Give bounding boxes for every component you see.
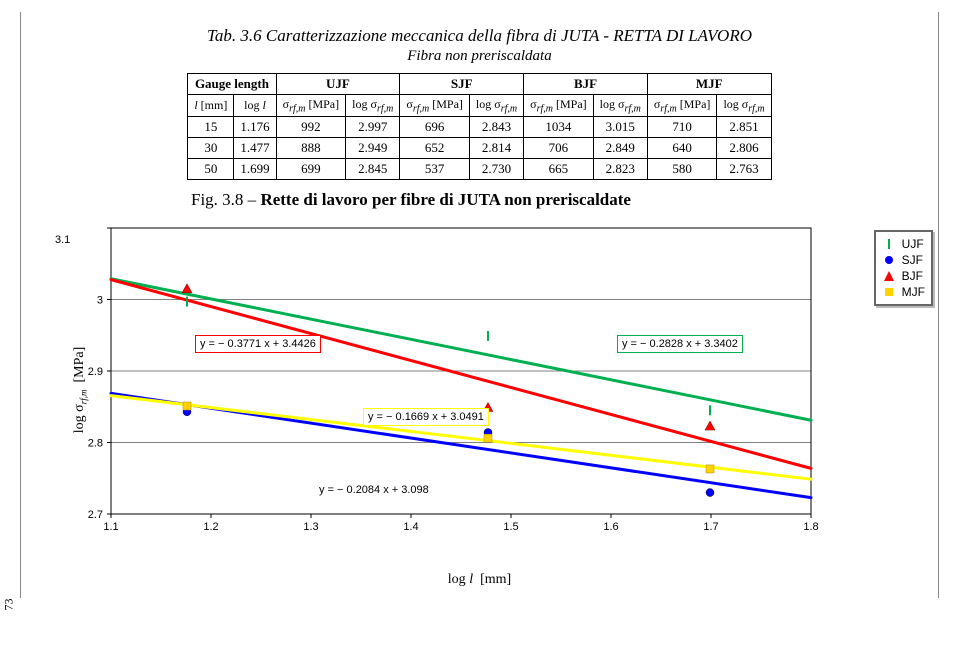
table-subheader-cell: log l bbox=[234, 95, 276, 117]
figure-title: Fig. 3.8 – Rette di lavoro per fibre di … bbox=[191, 190, 908, 210]
table-subheader-cell: σrf,m [MPa] bbox=[524, 95, 594, 117]
legend-label: UJF bbox=[902, 237, 924, 251]
table-cell: 2.843 bbox=[469, 117, 523, 138]
table-cell: 15 bbox=[188, 117, 234, 138]
table-cell: 2.730 bbox=[469, 159, 523, 180]
table-row: 501.6996992.8455372.7306652.8235802.763 bbox=[188, 159, 771, 180]
table-row: 301.4778882.9496522.8147062.8496402.806 bbox=[188, 138, 771, 159]
table-cell: 1034 bbox=[524, 117, 594, 138]
table-cell: 2.851 bbox=[717, 117, 771, 138]
svg-text:1.5: 1.5 bbox=[503, 521, 518, 533]
th-bjf: BJF bbox=[524, 74, 648, 95]
table-cell: 2.845 bbox=[346, 159, 400, 180]
table-cell: 652 bbox=[400, 138, 470, 159]
table-header-top: Gauge length UJF SJF BJF MJF bbox=[188, 74, 771, 95]
svg-text:2.8: 2.8 bbox=[88, 438, 103, 450]
table-cell: 2.949 bbox=[346, 138, 400, 159]
legend-label: BJF bbox=[902, 269, 923, 283]
table-cell: 1.477 bbox=[234, 138, 276, 159]
table-cell: 2.763 bbox=[717, 159, 771, 180]
equation-label: y = − 0.3771 x + 3.4426 bbox=[195, 335, 321, 353]
table-cell: 50 bbox=[188, 159, 234, 180]
table-subheader-cell: l [mm] bbox=[188, 95, 234, 117]
table-subheader-cell: σrf,m [MPa] bbox=[276, 95, 346, 117]
table-subheader-cell: log σrf,m bbox=[717, 95, 771, 117]
legend-item: UJF bbox=[882, 236, 925, 252]
table-cell: 665 bbox=[524, 159, 594, 180]
legend-label: SJF bbox=[902, 253, 923, 267]
figure-title-prefix: Fig. 3.8 – bbox=[191, 190, 260, 209]
table-cell: 710 bbox=[647, 117, 717, 138]
table-cell: 2.806 bbox=[717, 138, 771, 159]
legend-item: BJF bbox=[882, 268, 925, 284]
legend-item: SJF bbox=[882, 252, 925, 268]
table-subheader-cell: log σrf,m bbox=[469, 95, 523, 117]
table-cell: 640 bbox=[647, 138, 717, 159]
figure-title-text: Rette di lavoro per fibre di JUTA non pr… bbox=[260, 190, 631, 209]
svg-text:1.8: 1.8 bbox=[803, 521, 818, 533]
table-cell: 30 bbox=[188, 138, 234, 159]
legend-label: MJF bbox=[902, 285, 925, 299]
table-cell: 2.823 bbox=[593, 159, 647, 180]
table-caption-main: Tab. 3.6 Caratterizzazione meccanica del… bbox=[51, 26, 908, 46]
legend-item: MJF bbox=[882, 284, 925, 300]
table-caption-sub: Fibra non preriscaldata bbox=[51, 48, 908, 65]
table-cell: 2.997 bbox=[346, 117, 400, 138]
svg-text:1.7: 1.7 bbox=[703, 521, 718, 533]
table-cell: 2.814 bbox=[469, 138, 523, 159]
table-header-sub: l [mm]log lσrf,m [MPa]log σrf,mσrf,m [MP… bbox=[188, 95, 771, 117]
x-axis-label: log l [mm] bbox=[51, 572, 908, 588]
svg-text:3: 3 bbox=[97, 295, 103, 307]
table-cell: 2.849 bbox=[593, 138, 647, 159]
table-cell: 706 bbox=[524, 138, 594, 159]
table-cell: 992 bbox=[276, 117, 346, 138]
th-sjf: SJF bbox=[400, 74, 524, 95]
table-cell: 1.176 bbox=[234, 117, 276, 138]
chart-svg: 1.1 1.2 1.3 1.4 1.5 1.6 1.7 1.8 2.7 2.8 2.9 3 bbox=[51, 210, 871, 540]
equation-label: y = − 0.1669 x + 3.0491 bbox=[363, 408, 489, 426]
svg-text:1.3: 1.3 bbox=[303, 521, 318, 533]
table-cell: 888 bbox=[276, 138, 346, 159]
equation-label: y = − 0.2828 x + 3.3402 bbox=[617, 335, 743, 353]
table-cell: 3.015 bbox=[593, 117, 647, 138]
table-cell: 580 bbox=[647, 159, 717, 180]
svg-text:1.2: 1.2 bbox=[203, 521, 218, 533]
table-cell: 699 bbox=[276, 159, 346, 180]
svg-text:1.4: 1.4 bbox=[403, 521, 418, 533]
th-ujf: UJF bbox=[276, 74, 400, 95]
svg-text:2.9: 2.9 bbox=[88, 366, 103, 378]
svg-text:1.6: 1.6 bbox=[603, 521, 618, 533]
table-cell: 696 bbox=[400, 117, 470, 138]
legend: UJF SJF BJF MJF bbox=[874, 230, 933, 306]
th-gauge: Gauge length bbox=[188, 74, 276, 95]
table-subheader-cell: log σrf,m bbox=[593, 95, 647, 117]
data-table: Gauge length UJF SJF BJF MJF l [mm]log l… bbox=[187, 73, 771, 180]
svg-text:2.7: 2.7 bbox=[88, 509, 103, 521]
table-subheader-cell: σrf,m [MPa] bbox=[400, 95, 470, 117]
page-number: 73 bbox=[2, 599, 17, 611]
y-axis-label: log σrf,m [MPa] bbox=[72, 347, 89, 433]
table-row: 151.1769922.9976962.84310343.0157102.851 bbox=[188, 117, 771, 138]
table-cell: 537 bbox=[400, 159, 470, 180]
svg-text:1.1: 1.1 bbox=[103, 521, 118, 533]
table-subheader-cell: σrf,m [MPa] bbox=[647, 95, 717, 117]
th-mjf: MJF bbox=[647, 74, 771, 95]
table-cell: 1.699 bbox=[234, 159, 276, 180]
y-tick-far-left: 3.1 bbox=[55, 234, 70, 246]
chart-container: log σrf,m [MPa] 3.1 1.11.21.31.41.51.61.… bbox=[51, 210, 931, 570]
equation-label: y = − 0.2084 x + 3.098 bbox=[315, 482, 433, 498]
table-subheader-cell: log σrf,m bbox=[346, 95, 400, 117]
